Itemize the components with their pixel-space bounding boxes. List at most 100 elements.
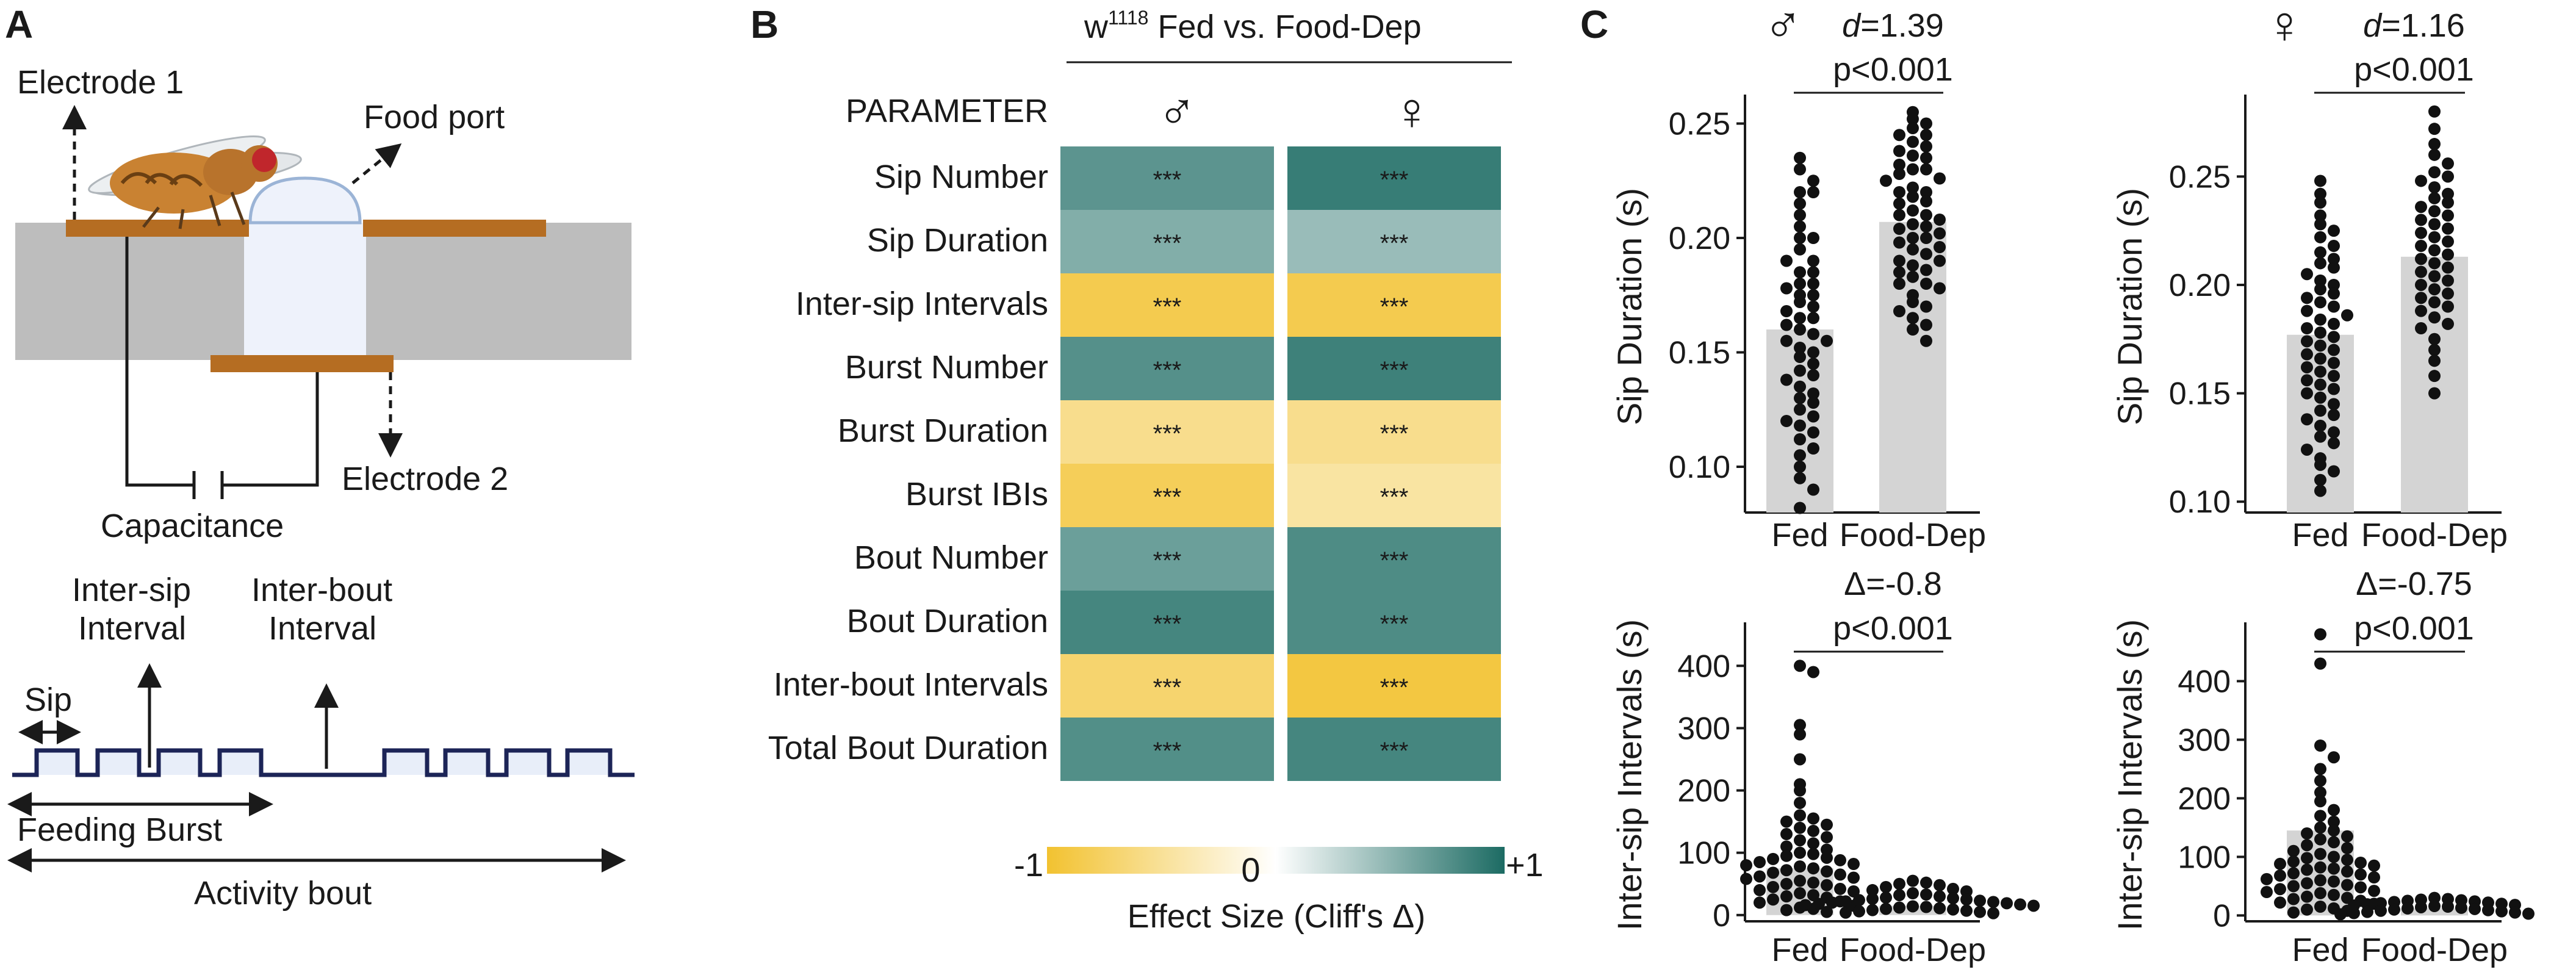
significance-stars: ***	[1153, 293, 1182, 320]
data-point	[2314, 187, 2326, 200]
data-point	[1794, 296, 1806, 308]
data-point	[1920, 163, 1932, 176]
data-point	[1893, 254, 1905, 267]
panel-c-plots: 0.10 0.15 0.20 0.25 Sip Duration (s) Fed Food-…	[1610, 0, 2535, 968]
data-point	[1880, 880, 1892, 893]
data-point	[2442, 209, 2454, 222]
data-point	[2301, 348, 2313, 361]
data-point	[1780, 815, 1793, 828]
data-point	[1807, 812, 1819, 825]
data-point	[2428, 354, 2441, 367]
data-point	[2014, 898, 2026, 911]
heatmap-row-label: Bout Duration	[847, 603, 1048, 639]
heatmap-cell-female	[1287, 146, 1501, 210]
data-point	[2287, 880, 2300, 893]
heatmap-cell-female	[1287, 464, 1501, 527]
food-port-dome	[248, 176, 362, 225]
y-tick-label: 0.20	[2169, 268, 2231, 303]
data-point	[2428, 205, 2441, 218]
data-point	[2314, 774, 2326, 787]
data-point	[2428, 344, 2441, 356]
data-point	[1807, 289, 1819, 301]
data-point	[2314, 901, 2326, 913]
data-point	[2368, 885, 2380, 898]
data-point	[1907, 181, 1919, 194]
heatmap-cell-male	[1060, 527, 1274, 591]
data-point	[2328, 437, 2340, 450]
data-point	[1807, 483, 1819, 496]
data-point	[2314, 786, 2326, 799]
plot-3: 0 100 200 300 400 Inter-sip Intervals (s) Fed F…	[1610, 566, 2040, 968]
data-point	[1893, 901, 1905, 914]
significance-stars: ***	[1153, 674, 1182, 701]
colorbar-max-label: +1	[1506, 847, 1544, 883]
data-point	[2328, 253, 2340, 265]
data-point	[1920, 876, 1932, 889]
data-point	[2328, 851, 2340, 863]
data-point	[1821, 334, 1833, 347]
heatmap-cell-male	[1060, 654, 1274, 718]
data-point	[2328, 426, 2340, 439]
activity-bout-label: Activity bout	[194, 875, 372, 912]
data-point	[1907, 163, 1919, 176]
data-point	[1907, 204, 1919, 217]
data-point	[2328, 278, 2340, 291]
data-point	[2442, 248, 2454, 261]
female-symbol: ♀	[1392, 82, 1432, 141]
data-point	[2442, 196, 2454, 209]
data-point	[2428, 192, 2441, 204]
data-point	[2314, 378, 2326, 391]
inter-sip-label-1: Inter-sip	[72, 572, 191, 608]
significance-stars: ***	[1153, 357, 1182, 384]
data-point	[1834, 854, 1846, 866]
data-point	[1907, 190, 1919, 203]
data-point	[2314, 874, 2326, 887]
data-point	[1893, 305, 1905, 317]
data-point	[1807, 862, 1819, 875]
x-tick-label: Fed	[2292, 517, 2348, 553]
data-point	[2415, 214, 2427, 226]
data-point	[1780, 318, 1793, 331]
data-point	[1794, 403, 1806, 416]
effect-size-label: Δ=-0.8	[1844, 566, 1942, 602]
data-point	[1821, 905, 1833, 918]
data-point	[1834, 868, 1846, 881]
data-point	[1794, 728, 1806, 741]
data-point	[1807, 666, 1819, 678]
data-point	[1754, 896, 1766, 909]
data-point	[1794, 449, 1806, 462]
data-point	[1866, 904, 1879, 916]
sip-trace	[12, 748, 635, 777]
data-point	[1754, 855, 1766, 868]
plot-male-symbol: ♂	[1763, 0, 1803, 54]
data-point	[2001, 897, 2013, 910]
data-point	[1947, 892, 1959, 905]
data-point	[2442, 261, 2454, 274]
data-point	[1934, 282, 1946, 295]
data-point	[2328, 409, 2340, 422]
data-point	[2328, 862, 2340, 875]
data-point	[2314, 209, 2326, 222]
data-point	[1767, 852, 1779, 865]
x-tick-label: Fed	[1771, 517, 1828, 553]
data-point	[1920, 901, 1932, 913]
data-point	[1794, 433, 1806, 445]
data-point	[2314, 196, 2326, 209]
y-axis-label: Sip Duration (s)	[1610, 188, 1649, 425]
data-point	[1767, 893, 1779, 906]
data-point	[2442, 300, 2454, 313]
data-point	[1794, 887, 1806, 900]
heatmap-row-label: Burst Duration	[838, 412, 1048, 449]
data-point	[1794, 392, 1806, 405]
data-point	[1974, 894, 1986, 907]
data-point	[1920, 334, 1932, 347]
panel-label-a: A	[5, 2, 33, 46]
x-tick-label: Food-Dep	[2361, 932, 2508, 968]
y-tick-label: 0.15	[2169, 376, 2231, 412]
data-point	[2415, 322, 2427, 335]
data-point	[2428, 244, 2441, 257]
data-point	[2314, 628, 2326, 641]
data-point	[1847, 885, 1860, 898]
data-point	[1907, 113, 1919, 125]
data-point	[1907, 874, 1919, 887]
